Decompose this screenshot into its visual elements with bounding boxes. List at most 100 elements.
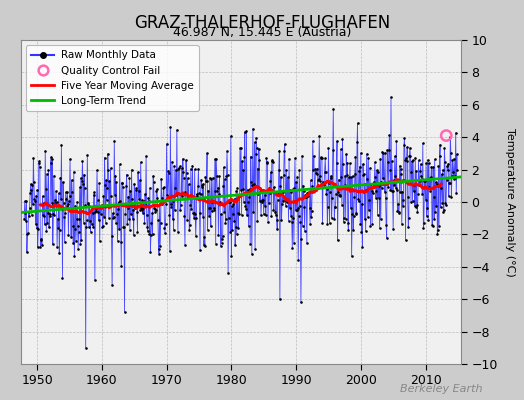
Point [380, 188, 389, 195]
Point [235, 211, 244, 217]
Point [237, 212, 246, 218]
Point [93, 197, 102, 203]
Point [272, 216, 281, 223]
Point [218, 236, 226, 242]
Point [266, 178, 275, 184]
Point [170, 163, 178, 170]
Point [214, 185, 222, 191]
Point [55, 250, 63, 257]
Point [172, 192, 180, 198]
Point [439, 166, 447, 173]
Point [375, 194, 383, 201]
Point [389, 226, 397, 232]
Point [229, 210, 237, 217]
Point [184, 181, 193, 188]
Point [394, 200, 402, 207]
Point [33, 187, 41, 193]
Point [53, 216, 62, 222]
Point [106, 165, 115, 171]
Point [333, 237, 342, 244]
Point [141, 202, 150, 208]
Point [434, 227, 442, 233]
Point [32, 225, 41, 232]
Point [90, 192, 98, 198]
Point [349, 227, 357, 234]
Point [49, 241, 57, 247]
Point [150, 205, 158, 211]
Point [246, 241, 255, 247]
Point [257, 199, 266, 205]
Point [410, 182, 418, 188]
Point [144, 194, 152, 201]
Point [201, 174, 210, 180]
Point [211, 156, 220, 162]
Point [67, 234, 75, 240]
Point [232, 224, 240, 230]
Point [431, 156, 439, 162]
Point [54, 190, 63, 196]
Point [222, 173, 231, 179]
Point [116, 239, 125, 246]
Point [387, 188, 396, 194]
Point [384, 184, 392, 191]
Point [228, 226, 237, 233]
Point [63, 189, 72, 196]
Point [357, 229, 366, 236]
Point [39, 200, 48, 206]
Point [138, 197, 147, 203]
Point [101, 154, 109, 161]
Point [185, 222, 194, 228]
Point [159, 185, 168, 191]
Point [438, 200, 446, 206]
Point [254, 165, 262, 172]
Point [76, 240, 84, 247]
Point [216, 243, 225, 249]
Point [199, 213, 207, 220]
Point [334, 189, 342, 195]
Point [111, 192, 119, 198]
Point [260, 203, 269, 209]
Point [51, 197, 59, 203]
Point [21, 210, 29, 216]
Point [317, 154, 325, 161]
Point [129, 232, 138, 238]
Point [423, 157, 432, 163]
Point [336, 146, 345, 153]
Point [157, 176, 166, 182]
Point [130, 180, 138, 187]
Point [137, 159, 145, 165]
Point [319, 179, 327, 185]
Point [298, 222, 307, 229]
Point [254, 191, 263, 197]
Point [442, 132, 451, 139]
Point [341, 182, 349, 188]
Point [96, 203, 104, 210]
Point [130, 203, 139, 209]
Point [267, 169, 275, 176]
Point [424, 217, 432, 224]
Point [392, 138, 400, 144]
Point [428, 223, 436, 229]
Point [293, 174, 301, 181]
Point [115, 161, 124, 168]
Point [403, 194, 412, 201]
Point [443, 167, 452, 174]
Point [227, 253, 235, 259]
Point [298, 153, 306, 159]
Point [242, 205, 250, 212]
Point [224, 215, 233, 222]
Point [107, 233, 116, 240]
Point [43, 220, 51, 226]
Point [102, 220, 110, 226]
Point [390, 153, 399, 160]
Point [75, 216, 83, 222]
Point [332, 159, 341, 166]
Point [249, 126, 257, 132]
Point [162, 140, 171, 147]
Point [248, 251, 256, 258]
Point [435, 153, 444, 160]
Point [20, 216, 28, 222]
Point [145, 198, 153, 205]
Point [58, 275, 67, 281]
Point [287, 212, 295, 219]
